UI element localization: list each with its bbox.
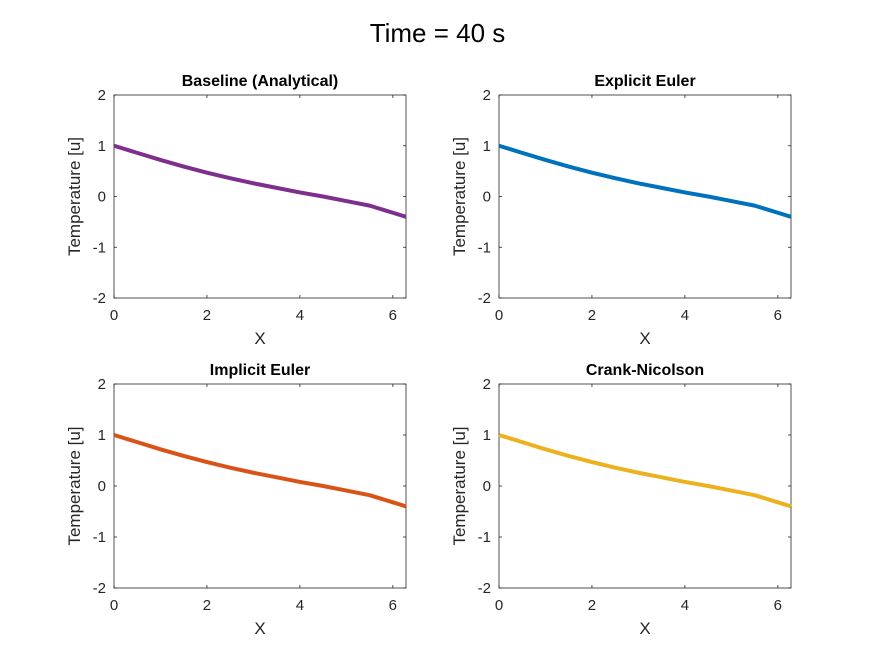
x-tick-label: 0 [110, 597, 118, 614]
subplot-2: 0 2 4 6 -2 -1 0 1 2 Explicit Euler X Temperature [u… [450, 73, 792, 348]
x-axis-label: X [639, 329, 650, 348]
y-tick-label: 0 [98, 478, 106, 495]
y-tick-label: -2 [478, 290, 491, 307]
y-tick-label: -2 [93, 290, 106, 307]
y-axis-label: Temperature [u] [65, 137, 84, 256]
y-tick-label: -2 [478, 580, 491, 597]
x-tick-label: 6 [774, 597, 782, 614]
x-tick-label: 0 [495, 307, 503, 324]
axes-frame [113, 94, 407, 299]
x-tick-label: 4 [296, 597, 304, 614]
x-tick-label: 6 [389, 307, 397, 324]
y-tick-label: 2 [98, 376, 106, 393]
axes-frame [498, 94, 792, 299]
figure-title: Time = 40 s [369, 18, 506, 48]
x-tick-label: 2 [203, 307, 211, 324]
x-tick-label: 2 [203, 597, 211, 614]
axes-frame [113, 383, 407, 589]
y-axis-label: Temperature [u] [450, 137, 469, 256]
x-axis-label: X [639, 619, 650, 638]
subplot-3: 0 2 4 6 -2 -1 0 1 2 Implicit Euler X Temperature [u… [65, 362, 407, 638]
y-axis-label: Temperature [u] [450, 426, 469, 545]
x-axis-label: X [254, 619, 265, 638]
x-tick-label: 0 [495, 597, 503, 614]
x-tick-label: 0 [110, 307, 118, 324]
y-tick-label: 0 [98, 189, 106, 206]
y-tick-label: 1 [483, 427, 491, 444]
subplot-title: Implicit Euler [210, 362, 310, 379]
subplot-title: Crank-Nicolson [586, 362, 704, 379]
x-tick-label: 2 [588, 307, 596, 324]
y-tick-label: 1 [98, 427, 106, 444]
series-line [498, 433, 792, 509]
x-tick-label: 6 [774, 307, 782, 324]
y-tick-label: -1 [93, 239, 106, 256]
y-tick-label: 2 [483, 87, 491, 104]
y-tick-label: -2 [93, 580, 106, 597]
subplot-title: Baseline (Analytical) [182, 73, 339, 90]
series-line [113, 143, 407, 219]
subplot-4: 0 2 4 6 -2 -1 0 1 2 Crank-Nicolson X Temperature [u… [450, 362, 792, 638]
axes-frame [498, 383, 792, 589]
x-tick-label: 6 [389, 597, 397, 614]
y-tick-label: -1 [478, 529, 491, 546]
x-axis-label: X [254, 329, 265, 348]
subplot-1: 0 2 4 6 -2 -1 0 1 2 Baseline (Analytical) X Tempera… [65, 73, 407, 348]
x-tick-label: 4 [296, 307, 304, 324]
y-tick-label: -1 [478, 239, 491, 256]
y-tick-label: 0 [483, 189, 491, 206]
series-line [113, 433, 407, 509]
y-tick-label: 1 [483, 138, 491, 155]
y-tick-label: -1 [93, 529, 106, 546]
y-tick-label: 0 [483, 478, 491, 495]
series-line [498, 143, 792, 219]
y-tick-label: 2 [98, 87, 106, 104]
x-tick-label: 2 [588, 597, 596, 614]
x-tick-label: 4 [681, 307, 689, 324]
subplot-title: Explicit Euler [594, 73, 695, 90]
x-tick-label: 4 [681, 597, 689, 614]
y-tick-label: 1 [98, 138, 106, 155]
y-tick-label: 2 [483, 376, 491, 393]
y-axis-label: Temperature [u] [65, 426, 84, 545]
